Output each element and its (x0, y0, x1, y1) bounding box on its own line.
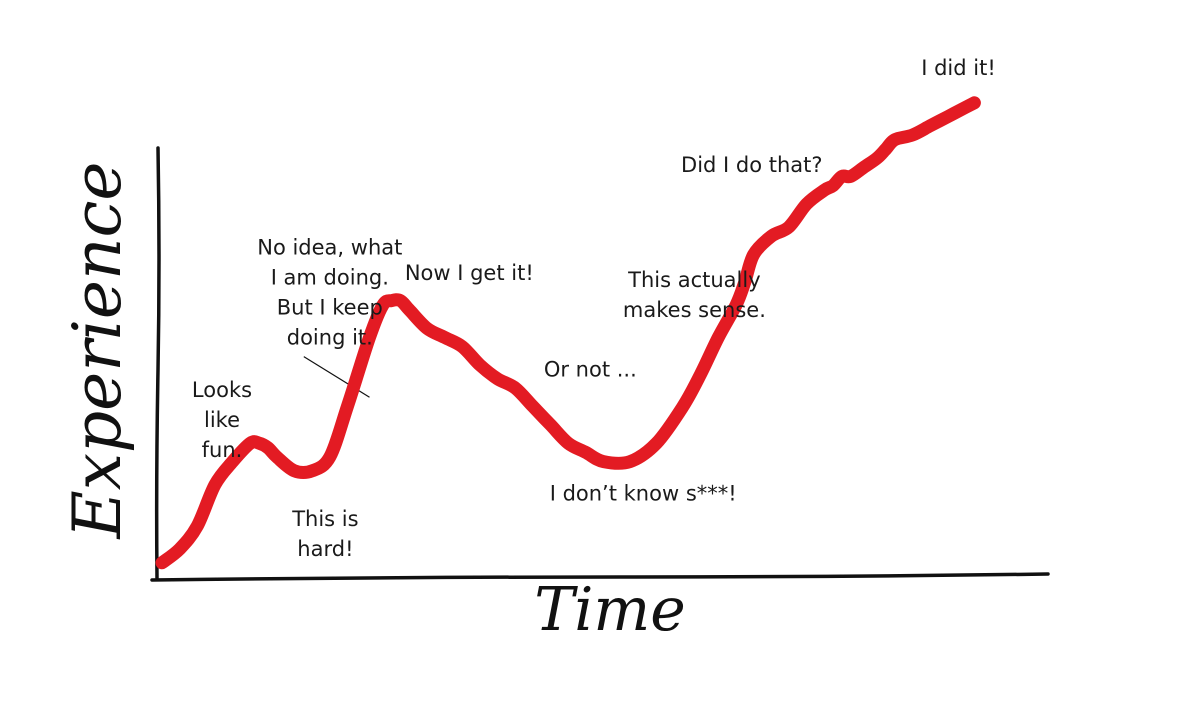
annotation-line: fun. (202, 438, 243, 462)
annotation-line: Now I get it! (405, 261, 534, 285)
annotation-line: Did I do that? (681, 153, 823, 177)
axes (150, 146, 1050, 582)
annotation-label: This actually makes sense. (623, 268, 766, 322)
annotation-line: No idea, what (257, 236, 402, 260)
annotation-line: But I keep (277, 296, 383, 320)
annotation-label: No idea, what I am doing. But I keep doing … (257, 236, 402, 350)
y-axis-title: Experience (59, 162, 136, 540)
y-axis-line (154, 146, 161, 580)
annotation-line: Looks (192, 378, 252, 402)
annotation-line: This is (291, 507, 358, 531)
annotation-line: makes sense. (623, 298, 766, 322)
annotation-label: Looks like fun. (192, 378, 252, 462)
x-axis-title: Time (534, 575, 686, 645)
annotation-line: I don’t know s***! (550, 482, 737, 506)
annotation-line: I am doing. (271, 266, 389, 290)
annotation-label: Or not ... (544, 358, 637, 382)
annotation-line: This actually (627, 268, 761, 292)
x-axis-line (150, 572, 1050, 582)
annotation-label: I did it! (921, 56, 996, 80)
annotation-line: hard! (297, 537, 353, 561)
annotations: Looks like fun. No idea, what I am doing. But… (192, 56, 996, 561)
annotation-label: Now I get it! (405, 261, 534, 285)
annotation-line: like (204, 408, 240, 432)
experience-series-line (155, 96, 981, 570)
annotation-line: doing it. (287, 326, 373, 350)
annotation-label: Did I do that? (681, 153, 823, 177)
annotation-line: Or not ... (544, 358, 637, 382)
annotation-label: I don’t know s***! (550, 482, 737, 506)
annotation-line: I did it! (921, 56, 996, 80)
annotation-label: This is hard! (291, 507, 358, 561)
